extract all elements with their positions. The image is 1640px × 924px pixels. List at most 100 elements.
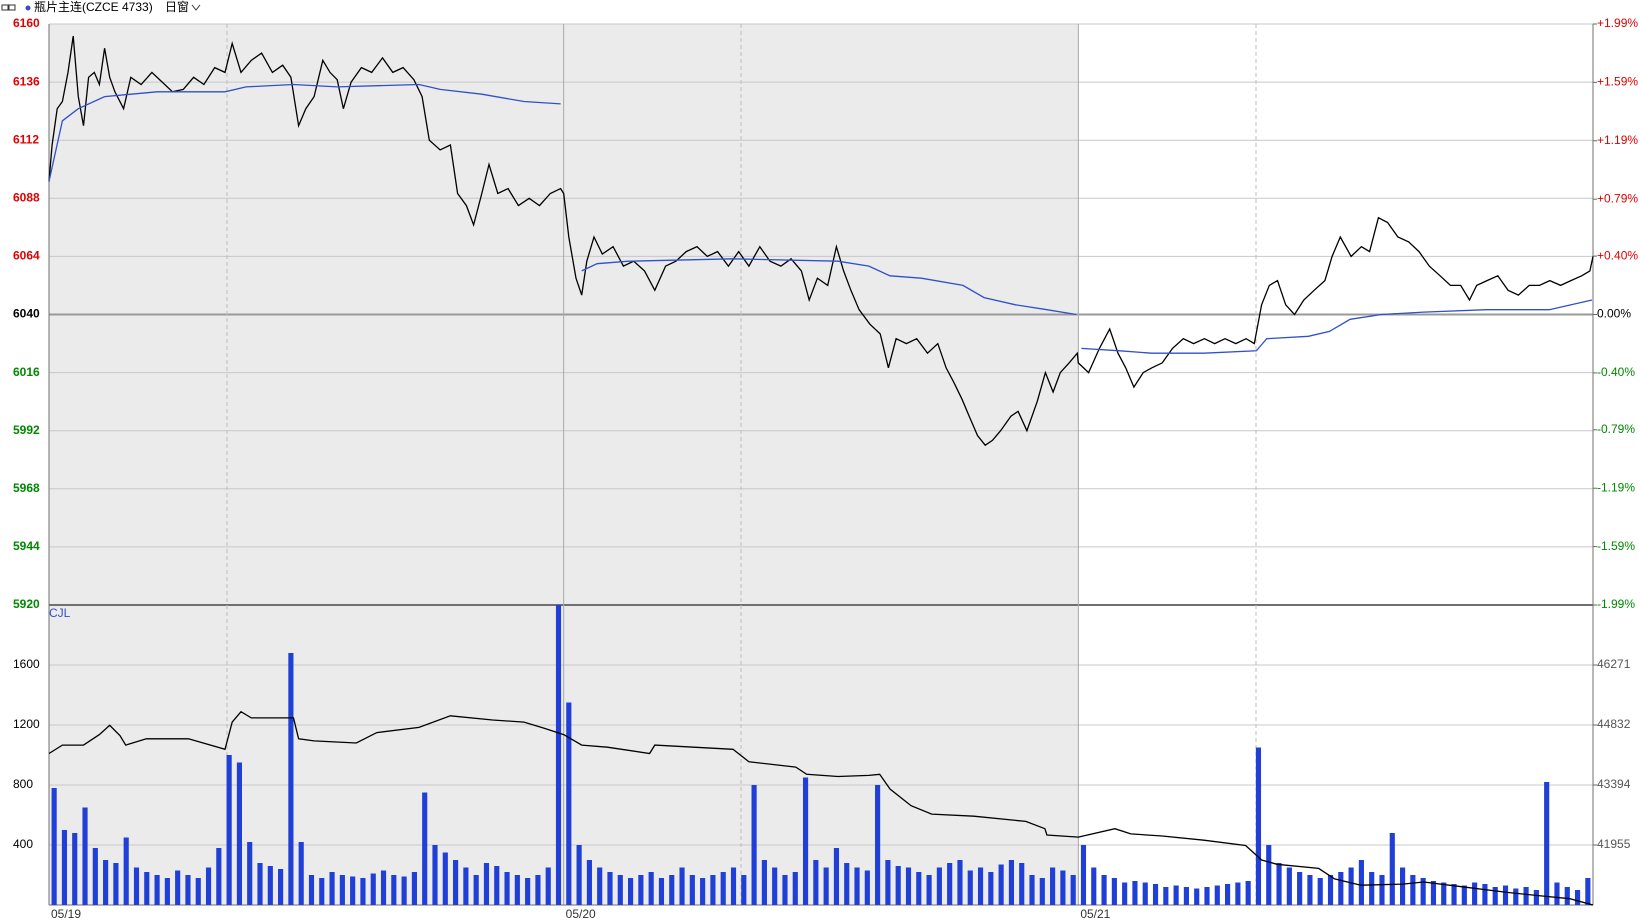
y2-tick-label: -1.99% <box>1597 597 1635 611</box>
y2-tick-label: +1.59% <box>1597 75 1638 89</box>
volume-bar <box>123 837 129 905</box>
volume-bar <box>936 867 942 905</box>
volume-bar <box>555 605 562 905</box>
volume-bar <box>689 875 695 905</box>
volume-bar <box>1297 872 1303 905</box>
volume-bar <box>720 872 726 905</box>
volume-bar <box>329 872 335 905</box>
volume-bar <box>658 878 665 905</box>
y-tick-label: 6040 <box>13 307 40 321</box>
volume-bar <box>339 875 345 905</box>
volume-bar <box>1142 882 1148 905</box>
y-tick-label: 5992 <box>13 423 40 437</box>
volume-bar <box>1008 860 1014 905</box>
volume-bar <box>422 792 428 905</box>
volume-bar <box>1564 887 1570 905</box>
volume-bar <box>1266 845 1272 905</box>
volume-bar <box>1019 863 1025 905</box>
window-icon[interactable] <box>1 4 9 11</box>
y-tick-label: 5920 <box>13 597 40 611</box>
volume-bar <box>1255 747 1262 905</box>
volume-bar <box>195 878 201 905</box>
volume-bar <box>967 870 973 905</box>
volume-bar <box>1554 882 1560 905</box>
labels: 5920 5944 5968 5992 6016 6040 6064 6088 6112 6136… <box>13 16 1638 921</box>
volume-bar <box>1214 885 1220 905</box>
series-line <box>48 710 1594 906</box>
volume-bar <box>185 875 191 905</box>
period-selector[interactable]: 日窗 <box>165 0 189 14</box>
volume-bar <box>566 702 572 905</box>
volume-bar <box>1060 870 1066 905</box>
marks <box>48 36 1594 906</box>
volume-bar <box>875 785 881 905</box>
y2-tick-label: +0.40% <box>1597 248 1638 262</box>
volume-bar <box>1502 885 1509 905</box>
volume-bar <box>1451 884 1457 905</box>
volume-bar <box>1111 878 1117 905</box>
volume-bar <box>1574 890 1581 905</box>
y-tick-label: 6088 <box>13 190 40 204</box>
y2-tick-label: 44832 <box>1597 717 1631 731</box>
y2-tick-label: -0.40% <box>1597 365 1635 379</box>
volume-bar <box>761 860 767 905</box>
y2-tick-label: 46271 <box>1597 657 1631 671</box>
volume-bar <box>648 872 654 905</box>
volume-bar <box>700 878 706 905</box>
volume-bar <box>1369 872 1375 905</box>
volume-bar <box>751 785 757 905</box>
volume-bar <box>813 860 819 905</box>
volume-bar <box>1183 887 1189 905</box>
volume-bar <box>154 875 160 905</box>
volume-bar <box>1400 867 1406 905</box>
volume-bar <box>175 870 181 905</box>
volume-bar <box>370 873 376 905</box>
symbol-title: 瓶片主连(CZCE 4733) <box>34 0 153 14</box>
dropdown-arrow[interactable] <box>191 4 201 11</box>
volume-bar <box>216 848 222 905</box>
series-line <box>48 83 1593 354</box>
grid <box>48 23 1597 906</box>
y-tick-label: 5944 <box>13 539 40 553</box>
volume-bar <box>833 848 840 905</box>
volume-bar <box>1482 884 1488 905</box>
volume-bar <box>319 878 325 905</box>
volume-bar <box>453 860 459 905</box>
volume-bar <box>1101 875 1107 905</box>
volume-bar <box>1523 887 1529 905</box>
volume-bar <box>1327 875 1334 905</box>
y2-tick-label: 41955 <box>1597 837 1631 851</box>
volume-bar <box>226 755 232 905</box>
volume-bar <box>844 863 850 905</box>
volume-bar <box>802 777 809 905</box>
volume-bar <box>679 867 685 905</box>
volume-bar <box>1029 875 1035 905</box>
volume-bar <box>247 842 253 905</box>
volume-bar <box>113 863 119 905</box>
volume-bar <box>597 867 603 905</box>
volume-bar <box>72 833 78 905</box>
volume-bar <box>1533 890 1539 905</box>
y-tick-label: 400 <box>13 837 33 851</box>
y-tick-label: 6016 <box>13 365 40 379</box>
volume-bar <box>545 867 551 905</box>
toolbar: 瓶片主连(CZCE 4733) 日窗 <box>1 0 201 14</box>
volume-bar <box>1050 867 1056 905</box>
volume-bar <box>1194 888 1200 905</box>
volume-bar <box>772 867 778 905</box>
volume-bar <box>267 866 273 905</box>
volume-bar <box>792 872 798 905</box>
volume-bar <box>1420 878 1426 905</box>
volume-bar <box>1225 884 1231 905</box>
volume-bar <box>514 875 520 905</box>
y-tick-label: 6160 <box>13 16 40 30</box>
volume-label: CJL <box>49 606 71 620</box>
volume-bar <box>1235 882 1241 905</box>
window-icon[interactable] <box>8 4 16 11</box>
volume-bar <box>525 878 531 905</box>
volume-bar <box>144 872 150 905</box>
volume-bar <box>1245 881 1251 905</box>
volume-bar <box>205 867 212 905</box>
volume-bar <box>730 867 737 905</box>
volume-bar <box>257 863 263 905</box>
